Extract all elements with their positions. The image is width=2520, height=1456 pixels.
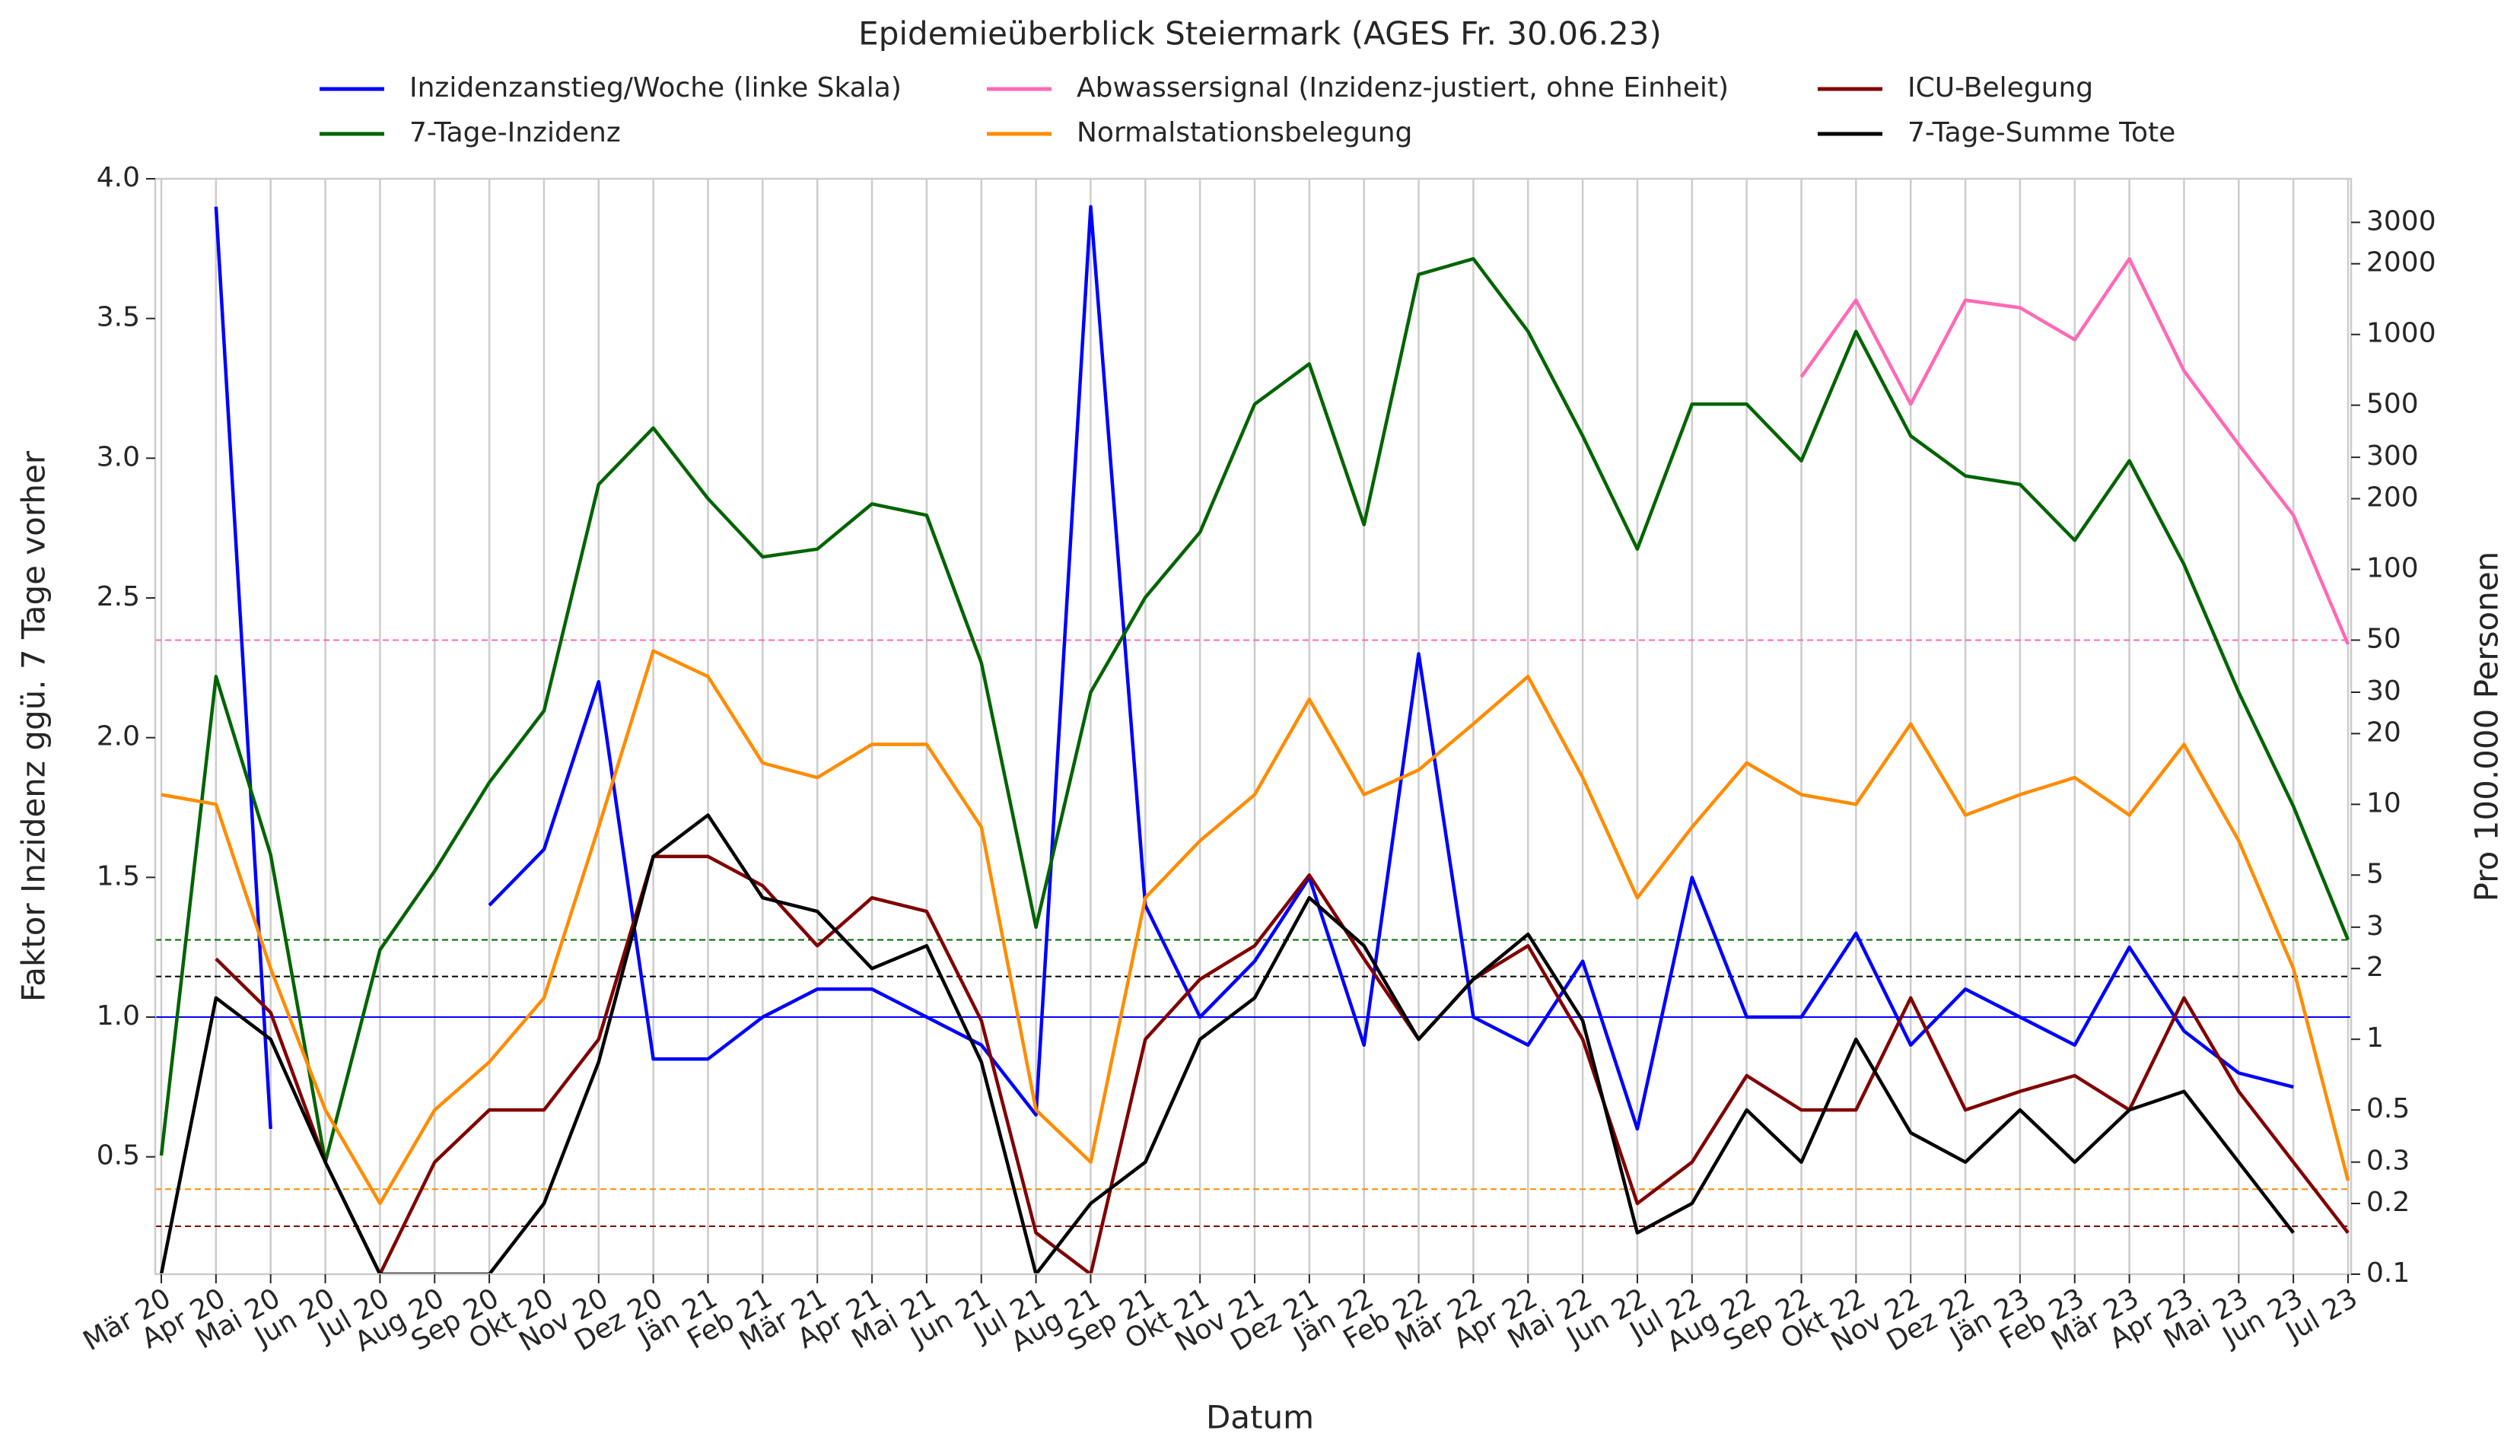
y2-tick-label: 0.1 bbox=[2366, 1257, 2410, 1289]
x-axis-label: Datum bbox=[1206, 1399, 1314, 1436]
y-tick-label: 3.5 bbox=[97, 302, 140, 333]
y-tick-label: 4.0 bbox=[97, 162, 140, 193]
y2-tick-label: 0.5 bbox=[2366, 1093, 2410, 1124]
y2-tick-label: 3000 bbox=[2366, 205, 2436, 237]
y2-tick-label: 0.2 bbox=[2366, 1187, 2410, 1218]
y2-tick-label: 20 bbox=[2366, 717, 2401, 748]
legend-label: ICU-Belegung bbox=[1908, 72, 2093, 103]
y-tick-label: 1.0 bbox=[97, 1000, 140, 1032]
legend-label: Inzidenzanstieg/Woche (linke Skala) bbox=[409, 72, 902, 103]
plot-frame bbox=[154, 177, 2353, 1276]
series-line bbox=[159, 256, 2350, 1164]
y2-tick-label: 2000 bbox=[2366, 247, 2436, 278]
series-line bbox=[488, 205, 2294, 1131]
y2-tick-label: 5 bbox=[2366, 858, 2384, 889]
y-axis-label: Faktor Inzidenz ggü. 7 Tage vorher bbox=[15, 450, 52, 1002]
y2-tick-label: 500 bbox=[2366, 389, 2419, 420]
y-tick-label: 2.0 bbox=[97, 721, 140, 752]
series-line bbox=[214, 206, 272, 1130]
y2-tick-label: 200 bbox=[2366, 482, 2419, 513]
y2-tick-label: 300 bbox=[2366, 440, 2419, 472]
series-line bbox=[161, 649, 2350, 1206]
y-tick-label: 3.0 bbox=[97, 441, 140, 472]
plot-lines bbox=[155, 205, 2351, 1274]
y2-tick-label: 0.3 bbox=[2366, 1146, 2410, 1177]
y-tick-label: 1.5 bbox=[97, 860, 140, 892]
y2-tick-label: 10 bbox=[2366, 787, 2401, 819]
legend-label: Normalstationsbelegung bbox=[1077, 117, 1412, 148]
y2-tick-label: 2 bbox=[2366, 952, 2384, 983]
y2-axis-label: Pro 100.000 Personen bbox=[2468, 552, 2506, 902]
series-line bbox=[159, 813, 2295, 1274]
y2-tick-label: 50 bbox=[2366, 623, 2401, 654]
y2-tick-label: 1000 bbox=[2366, 318, 2436, 349]
series-line bbox=[215, 854, 2350, 1274]
y-tick-label: 0.5 bbox=[97, 1140, 140, 1171]
y2-tick-label: 3 bbox=[2366, 911, 2384, 942]
y2-tick-label: 1 bbox=[2366, 1022, 2384, 1054]
y-tick-label: 2.5 bbox=[97, 581, 140, 612]
series-line bbox=[1799, 256, 2350, 645]
legend-label: Abwassersignal (Inzidenz-justiert, ohne … bbox=[1077, 72, 1729, 103]
y2-tick-label: 30 bbox=[2366, 676, 2401, 707]
legend-label: 7-Tage-Summe Tote bbox=[1908, 117, 2175, 148]
chart-title: Epidemieüberblick Steiermark (AGES Fr. 3… bbox=[858, 15, 1662, 52]
legend-label: 7-Tage-Inzidenz bbox=[409, 117, 621, 148]
y2-tick-label: 100 bbox=[2366, 553, 2419, 584]
